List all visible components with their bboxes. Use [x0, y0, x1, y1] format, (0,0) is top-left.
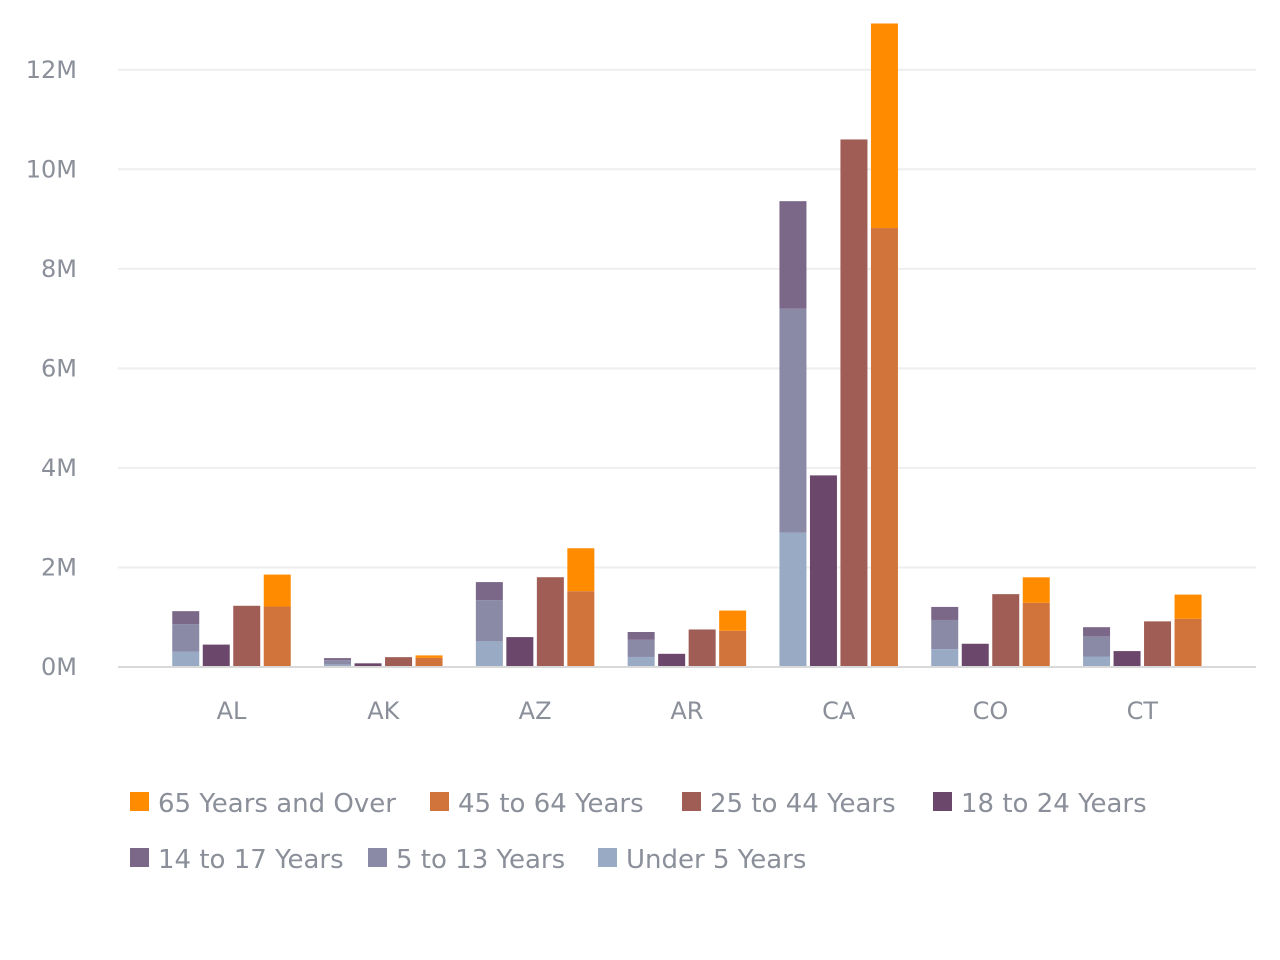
bar-segment[interactable]	[172, 624, 200, 652]
bar-segment[interactable]	[719, 630, 747, 667]
bar-segment[interactable]	[172, 651, 200, 667]
x-tick-label: CO	[973, 697, 1009, 725]
bar-segment[interactable]	[870, 228, 898, 667]
legend-swatch	[598, 848, 617, 867]
legend-label: Under 5 Years	[626, 845, 806, 875]
bar-segment[interactable]	[931, 649, 959, 667]
bar-segment[interactable]	[658, 653, 686, 667]
legend-swatch	[933, 792, 952, 811]
bar-segment[interactable]	[172, 611, 200, 625]
x-tick-label: CT	[1127, 697, 1159, 725]
legend-label: 45 to 64 Years	[458, 789, 644, 819]
bar-segment[interactable]	[779, 201, 807, 309]
legend-item[interactable]: 14 to 17 Years	[130, 845, 344, 875]
x-tick-label: AL	[217, 697, 247, 725]
bar-segment[interactable]	[627, 632, 655, 640]
legend-swatch	[130, 792, 149, 811]
bar-segment[interactable]	[1022, 602, 1050, 667]
legend-label: 5 to 13 Years	[396, 845, 565, 875]
bar-segment[interactable]	[1174, 618, 1202, 667]
legend-swatch	[682, 792, 701, 811]
bar-segment[interactable]	[931, 619, 959, 650]
bar-segment[interactable]	[1083, 656, 1111, 667]
y-tick-label: 4M	[41, 454, 77, 482]
bar-segment[interactable]	[809, 475, 837, 667]
bar-segment[interactable]	[385, 657, 413, 667]
bar-segment[interactable]	[324, 664, 352, 667]
legend-item[interactable]: 5 to 13 Years	[368, 845, 565, 875]
legend-swatch	[130, 848, 149, 867]
bar-segment[interactable]	[506, 637, 534, 667]
bar-segment[interactable]	[931, 606, 959, 620]
y-tick-label: 6M	[41, 354, 77, 382]
y-tick-label: 0M	[41, 653, 77, 681]
bar-segment[interactable]	[779, 308, 807, 533]
legend: 65 Years and Over 45 to 64 Years 25 to 44 …	[130, 789, 1147, 875]
bar-segment[interactable]	[475, 600, 503, 642]
bar-segment[interactable]	[1144, 621, 1172, 667]
x-tick-label: AZ	[519, 697, 552, 725]
bar-segment[interactable]	[1083, 627, 1111, 637]
legend-label: 18 to 24 Years	[961, 789, 1147, 819]
bar-segment[interactable]	[233, 605, 261, 667]
y-tick-label: 2M	[41, 553, 77, 581]
y-tick-label: 8M	[41, 255, 77, 283]
bar-segment[interactable]	[567, 548, 595, 592]
bar-segment[interactable]	[1083, 636, 1111, 657]
legend-swatch	[368, 848, 387, 867]
bar-segment[interactable]	[870, 23, 898, 229]
y-tick-label: 10M	[26, 155, 77, 183]
bar-segment[interactable]	[536, 577, 564, 667]
bar-segment[interactable]	[1113, 651, 1141, 667]
bar-segment[interactable]	[475, 641, 503, 667]
bar-segment[interactable]	[779, 532, 807, 667]
legend-label: 14 to 17 Years	[158, 845, 344, 875]
bar-segment[interactable]	[354, 663, 382, 667]
legend-item[interactable]: Under 5 Years	[598, 845, 806, 875]
legend-swatch	[430, 792, 449, 811]
axis-layer: 0M 2M 4M 6M 8M 10M 12M AL AK AZ AR CA CO CT	[26, 56, 1256, 725]
legend-item[interactable]: 45 to 64 Years	[430, 789, 644, 819]
bar-segment[interactable]	[263, 606, 291, 667]
legend-label: 65 Years and Over	[158, 789, 396, 819]
x-tick-label: AR	[670, 697, 703, 725]
legend-item[interactable]: 25 to 44 Years	[682, 789, 896, 819]
bar-segment[interactable]	[719, 610, 747, 631]
bar-segment[interactable]	[688, 629, 716, 667]
legend-item[interactable]: 65 Years and Over	[130, 789, 396, 819]
legend-item[interactable]: 18 to 24 Years	[933, 789, 1147, 819]
bars-layer	[172, 23, 1202, 667]
legend-label: 25 to 44 Years	[710, 789, 896, 819]
bar-segment[interactable]	[324, 660, 352, 665]
bar-segment[interactable]	[627, 639, 655, 657]
bar-segment[interactable]	[202, 644, 230, 667]
bar-segment[interactable]	[415, 655, 443, 658]
x-tick-label: CA	[822, 697, 856, 725]
bar-segment[interactable]	[263, 574, 291, 607]
bar-segment[interactable]	[1174, 594, 1202, 619]
bar-segment[interactable]	[961, 643, 989, 667]
bar-segment[interactable]	[415, 657, 443, 667]
x-tick-label: AK	[367, 697, 400, 725]
bar-segment[interactable]	[475, 582, 503, 601]
bar-segment[interactable]	[324, 658, 352, 661]
bar-segment[interactable]	[840, 139, 868, 667]
bar-segment[interactable]	[992, 594, 1020, 667]
y-tick-label: 12M	[26, 56, 77, 84]
bar-segment[interactable]	[1022, 577, 1050, 603]
bar-segment[interactable]	[567, 591, 595, 667]
bar-segment[interactable]	[627, 656, 655, 667]
grid-layer	[118, 68, 1256, 569]
